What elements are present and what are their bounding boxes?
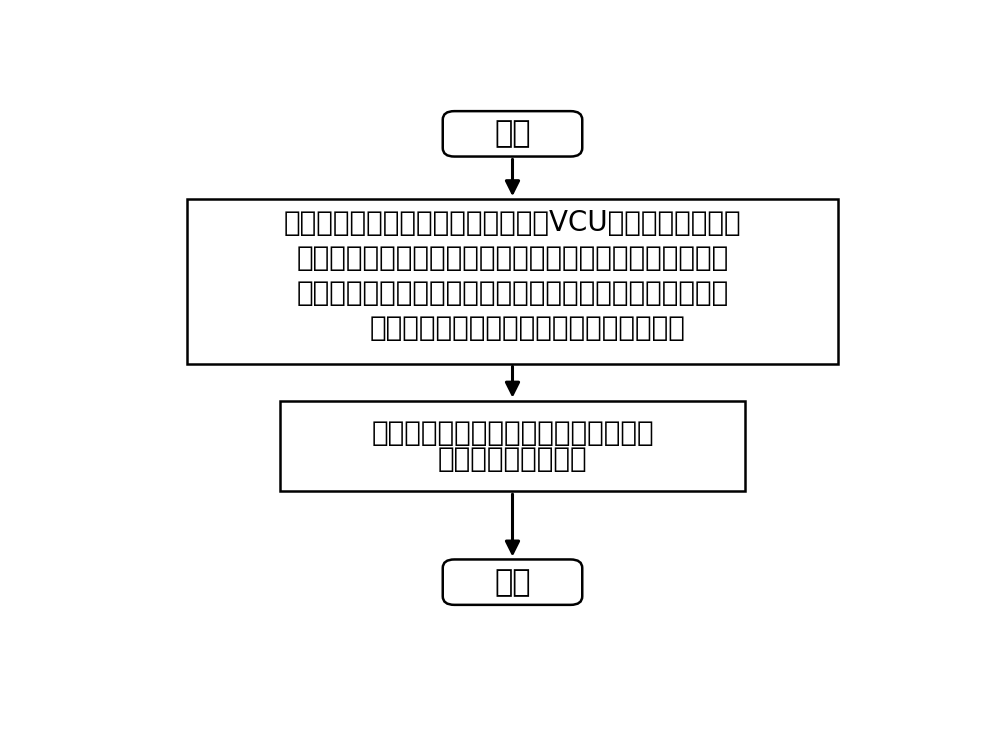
Text: 结束: 结束 xyxy=(494,567,531,597)
Text: 物流车充电时冷却控制，根据物流车充: 物流车充电时冷却控制，根据物流车充 xyxy=(371,419,654,447)
Text: 设温度进行比较，根据比较结果向冷却泵和或散热器发出开: 设温度进行比较，根据比较结果向冷却泵和或散热器发出开 xyxy=(296,279,729,307)
Text: 数据解析得到电机温度、电机控制器温度，将两者数据与预: 数据解析得到电机温度、电机控制器温度，将两者数据与预 xyxy=(296,244,729,272)
FancyBboxPatch shape xyxy=(443,111,582,156)
Text: 启或关闭指令，控制冷却泵和或散热器工作: 启或关闭指令，控制冷却泵和或散热器工作 xyxy=(370,315,686,343)
Text: 电模式进行冷却控制: 电模式进行冷却控制 xyxy=(438,444,587,472)
Bar xyxy=(187,199,838,363)
FancyBboxPatch shape xyxy=(443,559,582,605)
Text: 物流车启动时冷却控制，整车控制器VCU根据接收到的报文: 物流车启动时冷却控制，整车控制器VCU根据接收到的报文 xyxy=(284,209,741,237)
Bar xyxy=(280,401,745,492)
Text: 开始: 开始 xyxy=(494,119,531,148)
